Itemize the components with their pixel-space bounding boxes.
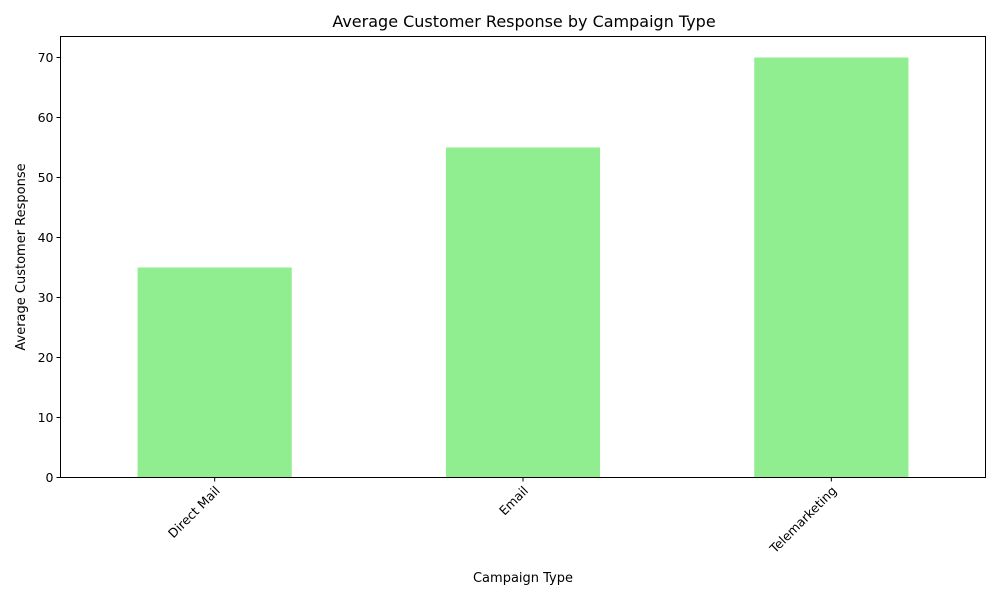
y-tick-label: 60: [38, 110, 54, 125]
x-tick-label: Email: [496, 483, 531, 518]
y-axis: 0 10 20 30 40 50 60 70: [38, 50, 61, 485]
x-tick-label: Telemarketing: [766, 483, 840, 557]
y-tick-label: 50: [38, 170, 54, 185]
bars-group: [137, 57, 909, 478]
y-tick-label: 30: [38, 290, 54, 305]
x-axis-label: Campaign Type: [473, 571, 573, 586]
chart-title: Average Customer Response by Campaign Ty…: [332, 12, 715, 31]
bar-direct-mail: [137, 267, 292, 478]
y-axis-label: Average Customer Response: [14, 163, 29, 350]
y-tick-label: 0: [46, 470, 54, 485]
y-tick-label: 70: [38, 50, 54, 65]
x-axis: Direct Mail Email Telemarketing: [165, 477, 840, 557]
bar-telemarketing: [754, 57, 909, 478]
bar-email: [445, 147, 601, 478]
y-tick-label: 20: [38, 350, 54, 365]
y-tick-label: 10: [38, 410, 54, 425]
x-tick-label: Direct Mail: [165, 483, 223, 541]
y-tick-label: 40: [38, 230, 54, 245]
